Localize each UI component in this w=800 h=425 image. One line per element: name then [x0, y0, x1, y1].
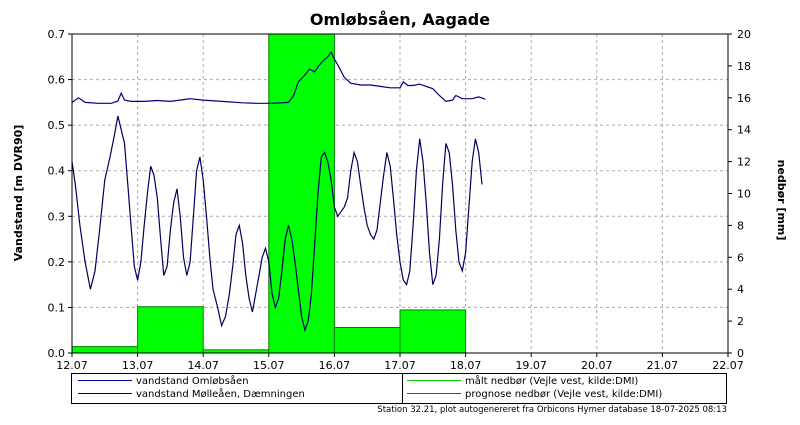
legend-swatch-omlobsaen	[78, 379, 132, 381]
legend-swatch-forecast-precip	[407, 392, 461, 394]
legend-item-measured-precip: målt nedbør (Vejle vest, kilde:DMI)	[407, 376, 638, 390]
x-tick-label: 19.07	[515, 359, 547, 372]
y-axis-right-title: nedbør [mm]	[775, 160, 788, 241]
precip-bar	[399, 309, 467, 354]
legend-label-forecast-precip: prognose nedbør (Vejle vest, kilde:DMI)	[465, 389, 663, 400]
grid	[72, 34, 728, 353]
y-axis-left: 0.0 0.1 0.2 0.3 0.4 0.5 0.6 0.7	[48, 28, 72, 360]
y-left-tick-label: 0.4	[48, 165, 66, 178]
x-tick-label: 14.07	[187, 359, 219, 372]
y-left-tick-label: 0.3	[48, 210, 66, 223]
water-level-lines	[71, 51, 486, 333]
precip-bar	[333, 326, 401, 354]
y-right-tick-label: 18	[737, 60, 751, 73]
legend-swatch-molleaen	[78, 392, 132, 394]
y-axis-left-title: Vandstand [m DVR90]	[12, 125, 25, 262]
y-left-tick-label: 0.7	[48, 28, 66, 41]
chart-title: Omløbsåen, Aagade	[310, 10, 490, 29]
x-tick-label: 17.07	[384, 359, 416, 372]
y-axis-right: 0 2 4 6 8 10 12 14 16 18 20	[728, 28, 751, 360]
legend-label-omlobsaen: vandstand Omløbsåen	[136, 376, 249, 387]
x-tick-label: 21.07	[647, 359, 679, 372]
footer-note: Station 32.21, plot autogenereret fra Or…	[377, 405, 727, 415]
legend: vandstand Omløbsåen vandstand Mølleåen, …	[71, 373, 727, 404]
series-line-molleaen	[71, 115, 483, 333]
precip-bar	[137, 306, 204, 354]
x-tick-label: 15.07	[253, 359, 285, 372]
x-axis: 12.07 13.07 14.07 15.07 16.07 17.07 18.07 19.07…	[56, 353, 744, 372]
precip-bar	[71, 346, 139, 354]
legend-item-omlobsaen: vandstand Omløbsåen	[78, 376, 249, 390]
y-right-tick-label: 10	[737, 188, 751, 201]
y-right-tick-label: 12	[737, 156, 751, 169]
legend-swatch-measured-precip	[407, 379, 461, 381]
legend-item-forecast-precip: prognose nedbør (Vejle vest, kilde:DMI)	[407, 389, 662, 403]
x-tick-label: 20.07	[581, 359, 613, 372]
x-tick-label: 12.07	[56, 359, 88, 372]
legend-label-molleaen: vandstand Mølleåen, Dæmningen	[136, 389, 305, 400]
y-left-tick-label: 0.5	[48, 119, 66, 132]
y-right-tick-label: 6	[737, 251, 744, 264]
y-right-tick-label: 8	[737, 219, 744, 232]
legend-column-left: vandstand Omløbsåen vandstand Mølleåen, …	[72, 374, 403, 403]
series-line-omlobsaen	[71, 51, 486, 104]
precipitation-bars	[71, 33, 467, 354]
x-tick-label: 22.07	[712, 359, 744, 372]
legend-label-measured-precip: målt nedbør (Vejle vest, kilde:DMI)	[465, 376, 639, 387]
precip-bar	[268, 33, 335, 354]
y-right-tick-label: 16	[737, 92, 751, 105]
y-right-tick-label: 2	[737, 315, 744, 328]
legend-item-molleaen: vandstand Mølleåen, Dæmningen	[78, 389, 305, 403]
y-left-tick-label: 0.1	[48, 301, 66, 314]
y-left-tick-label: 0.2	[48, 256, 66, 269]
x-tick-label: 16.07	[319, 359, 351, 372]
legend-column-right: målt nedbør (Vejle vest, kilde:DMI) prog…	[403, 374, 727, 403]
x-tick-label: 18.07	[450, 359, 482, 372]
y-right-tick-label: 14	[737, 124, 751, 137]
y-right-tick-label: 20	[737, 28, 751, 41]
x-tick-label: 13.07	[122, 359, 154, 372]
y-right-tick-label: 0	[737, 347, 744, 360]
y-right-tick-label: 4	[737, 283, 744, 296]
y-left-tick-label: 0.6	[48, 74, 66, 87]
y-left-tick-label: 0.0	[48, 347, 66, 360]
